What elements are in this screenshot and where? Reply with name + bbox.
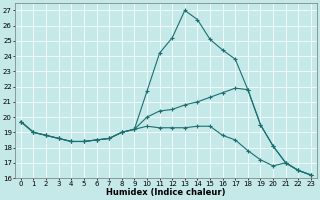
X-axis label: Humidex (Indice chaleur): Humidex (Indice chaleur) bbox=[106, 188, 226, 197]
